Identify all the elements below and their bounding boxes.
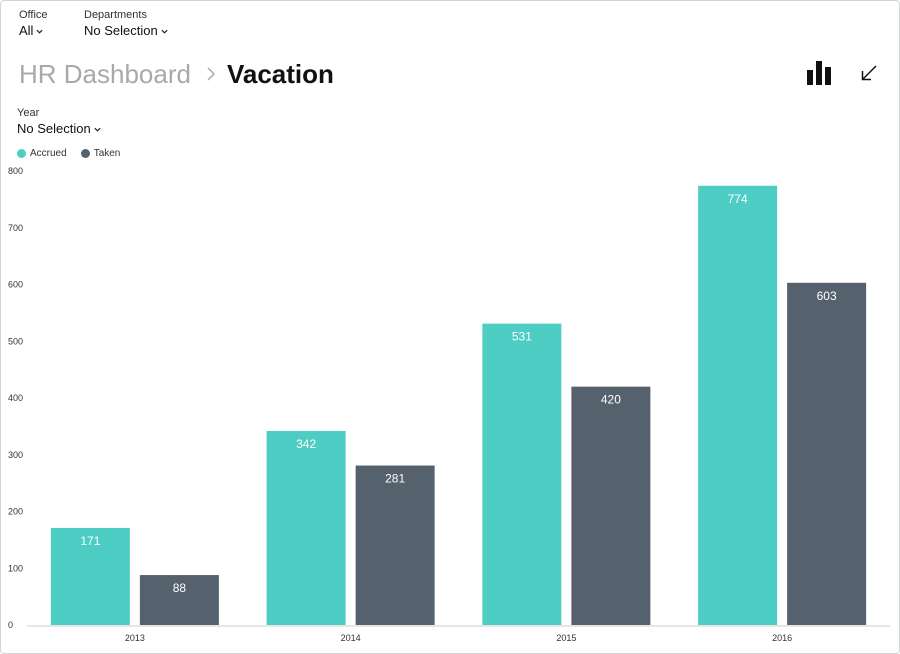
y-tick-label: 300 xyxy=(8,450,23,460)
x-tick-label: 2014 xyxy=(341,633,361,643)
arrow-down-left-icon[interactable] xyxy=(860,64,878,82)
vacation-bar-chart: 0 100 200 300 400 500 600 700 800 171 88 2013 342 281… xyxy=(8,166,890,643)
y-tick-label: 400 xyxy=(8,393,23,403)
bar-value-label: 603 xyxy=(817,289,837,303)
bar-value-label: 171 xyxy=(80,534,100,548)
page-title: Vacation xyxy=(226,58,334,89)
breadcrumb: HR Dashboard Vacation xyxy=(19,56,334,92)
bar-accrued xyxy=(266,430,346,625)
year-filter-label: Year xyxy=(17,107,40,119)
year-filter-value: No Selection xyxy=(17,121,91,136)
bar-taken xyxy=(787,282,867,625)
departments-filter-dropdown[interactable]: No Selection xyxy=(84,23,169,39)
bar-taken xyxy=(355,465,435,625)
office-filter-value: All xyxy=(19,23,34,38)
legend-item-taken[interactable]: Taken xyxy=(80,148,121,159)
y-tick-label: 800 xyxy=(8,166,23,176)
bar-accrued xyxy=(698,185,778,625)
y-tick-label: 200 xyxy=(8,507,23,517)
bar-value-label: 342 xyxy=(296,437,316,451)
departments-filter[interactable]: Departments No Selection xyxy=(84,9,169,40)
y-tick-label: 100 xyxy=(8,563,23,573)
chart-legend: Accrued Taken xyxy=(17,148,134,159)
chevron-right-icon xyxy=(207,67,216,81)
bar-value-label: 420 xyxy=(601,393,621,407)
bar-accrued xyxy=(50,527,130,625)
bar-taken xyxy=(139,575,219,625)
y-tick-label: 700 xyxy=(8,223,23,233)
office-filter-label: Office xyxy=(19,9,48,21)
chevron-down-icon xyxy=(94,127,101,132)
legend-swatch-accrued xyxy=(17,149,26,158)
bar-taken xyxy=(571,386,651,625)
office-filter[interactable]: Office All xyxy=(19,9,48,40)
bar-accrued xyxy=(482,323,562,625)
legend-item-accrued[interactable]: Accrued xyxy=(17,148,67,159)
year-filter-dropdown[interactable]: No Selection xyxy=(17,121,102,137)
x-tick-label: 2016 xyxy=(772,633,792,643)
y-tick-label: 500 xyxy=(8,336,23,346)
bar-value-label: 281 xyxy=(385,472,405,486)
bar-value-label: 88 xyxy=(173,581,187,595)
bar-value-label: 774 xyxy=(728,192,748,206)
x-tick-label: 2013 xyxy=(125,633,145,643)
y-tick-label: 0 xyxy=(8,620,13,630)
departments-filter-label: Departments xyxy=(84,9,147,21)
breadcrumb-parent-link[interactable]: HR Dashboard xyxy=(19,58,191,89)
office-filter-dropdown[interactable]: All xyxy=(19,23,44,39)
legend-label-accrued: Accrued xyxy=(30,148,67,159)
departments-filter-value: No Selection xyxy=(84,23,158,38)
legend-swatch-taken xyxy=(80,149,90,158)
chevron-down-icon xyxy=(161,29,168,34)
bar-value-label: 531 xyxy=(512,330,532,344)
x-tick-label: 2015 xyxy=(556,633,576,643)
year-filter[interactable]: Year No Selection xyxy=(17,107,102,138)
chevron-down-icon xyxy=(36,29,44,34)
y-tick-label: 600 xyxy=(8,280,23,290)
bar-chart-icon[interactable] xyxy=(806,61,832,85)
legend-label-taken: Taken xyxy=(93,148,121,159)
